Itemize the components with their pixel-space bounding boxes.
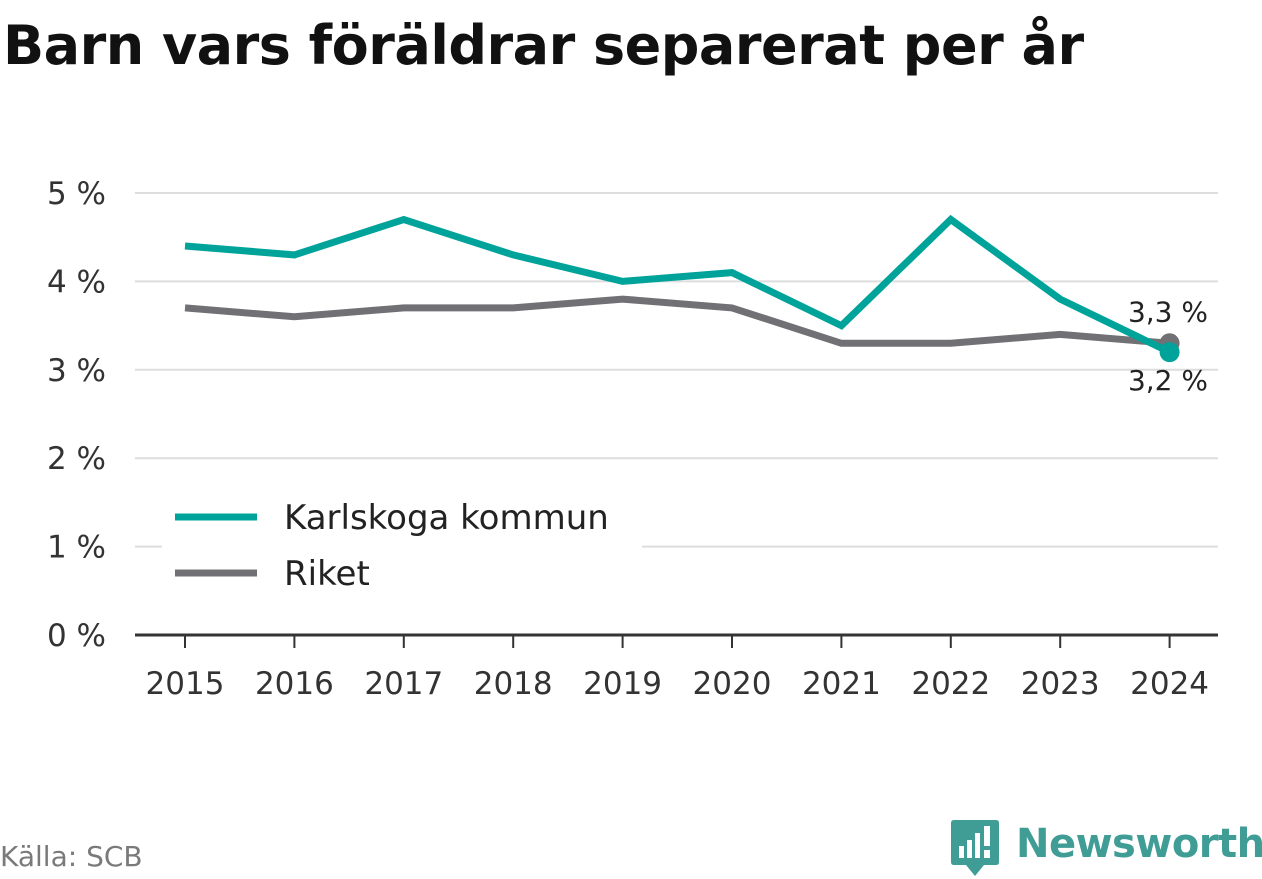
chart-title: Barn vars föräldrar separerat per år (3, 14, 1084, 77)
legend: Karlskoga kommun Riket (162, 490, 642, 600)
x-tick-label: 2016 (255, 666, 334, 702)
y-tick-label: 5 % (47, 176, 106, 212)
x-axis (135, 633, 1218, 648)
y-tick-label: 1 % (47, 530, 106, 566)
brand-logo[interactable]: Newsworthy (950, 818, 1262, 878)
y-tick-label: 0 % (47, 618, 106, 654)
x-tick-label: 2021 (802, 666, 881, 702)
y-axis-tick-labels: 0 % 1 % 2 % 3 % 4 % 5 % (47, 176, 106, 654)
end-value-label: 3,3 % (1128, 295, 1208, 328)
y-tick-label: 4 % (47, 264, 106, 300)
source-note: Källa: SCB (0, 840, 143, 873)
end-value-label: 3,2 % (1128, 364, 1208, 397)
x-axis-tick-labels: 2015 2016 2017 2018 2019 2020 2021 2022 2023 2024 (146, 666, 1210, 702)
y-tick-label: 3 % (47, 353, 106, 389)
series-line (184, 295, 1170, 347)
x-tick-label: 2019 (583, 666, 662, 702)
brand-name: Newsworthy (1016, 821, 1262, 867)
x-tick-label: 2022 (911, 666, 990, 702)
end-value-labels: 3,2 % 3,3 % (1128, 295, 1208, 397)
x-tick-label: 2024 (1130, 666, 1209, 702)
newsworthy-logo-icon (951, 820, 999, 876)
x-tick-label: 2023 (1021, 666, 1100, 702)
legend-label: Karlskoga kommun (284, 498, 609, 538)
x-tick-label: 2017 (364, 666, 443, 702)
legend-label: Riket (284, 554, 370, 594)
series-lines (184, 214, 1180, 363)
x-tick-label: 2020 (693, 666, 772, 702)
series-line (184, 214, 1172, 356)
x-tick-label: 2018 (474, 666, 553, 702)
y-tick-label: 2 % (47, 441, 106, 477)
x-tick-label: 2015 (146, 666, 225, 702)
legend-background (162, 490, 642, 600)
series-end-point (1159, 342, 1180, 363)
